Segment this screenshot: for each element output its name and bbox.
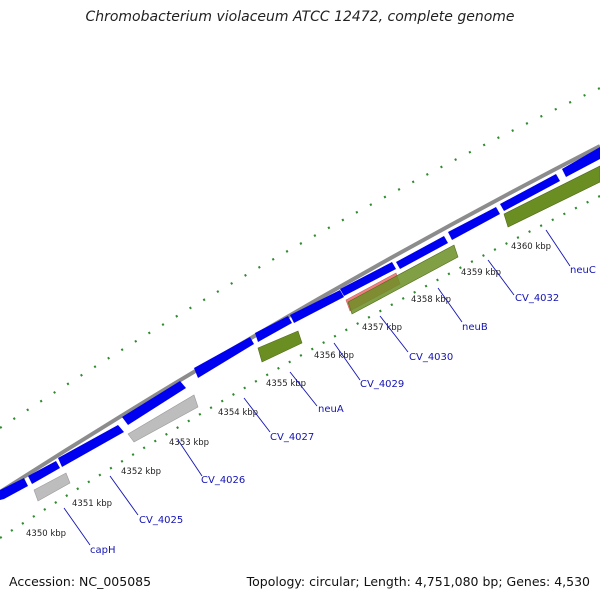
- feature-rna-3[interactable]: [503, 165, 600, 228]
- feature-track: [33, 165, 600, 502]
- kbp-label-4354: 4354 kbp: [218, 408, 258, 418]
- kbp-label-4351: 4351 kbp: [72, 499, 112, 509]
- kbp-label-4359: 4359 kbp: [461, 268, 501, 278]
- forward-gene-6[interactable]: [255, 316, 292, 342]
- feature-rna-1[interactable]: [257, 330, 303, 363]
- genome-summary-text: Topology: circular; Length: 4,751,080 bp…: [246, 574, 590, 589]
- feature-pseudo-1[interactable]: [33, 472, 71, 502]
- forward-gene-3[interactable]: [58, 425, 124, 467]
- forward-gene-2[interactable]: [28, 461, 60, 484]
- gene-label-cv4030[interactable]: CV_4030: [409, 352, 453, 363]
- gene-label-neub[interactable]: neuB: [462, 322, 488, 333]
- map-title: Chromobacterium violaceum ATCC 12472, co…: [85, 9, 515, 25]
- forward-gene-1[interactable]: [0, 478, 28, 500]
- leader-line-cv4030: [379, 315, 409, 353]
- forward-gene-10[interactable]: [448, 207, 500, 240]
- leader-line-cv4027: [243, 397, 271, 433]
- accession-text: Accession: NC_005085: [9, 574, 152, 589]
- gene-label-caph[interactable]: capH: [90, 545, 116, 556]
- forward-gene-8[interactable]: [340, 262, 396, 296]
- forward-gene-4[interactable]: [122, 381, 186, 425]
- leader-line-cv4029: [333, 342, 361, 381]
- feature-pseudo-2[interactable]: [127, 394, 199, 443]
- kbp-label-4350: 4350 kbp: [26, 529, 66, 539]
- forward-gene-9[interactable]: [396, 236, 448, 269]
- kbp-label-4356: 4356 kbp: [314, 351, 354, 361]
- genome-backbone: [0, 144, 600, 494]
- kbp-label-4357: 4357 kbp: [362, 323, 402, 333]
- forward-strand-genes: [0, 147, 600, 500]
- leader-line-cv4032: [487, 259, 515, 296]
- forward-gene-5[interactable]: [194, 337, 254, 378]
- leader-line-neuc: [545, 229, 571, 267]
- kbp-label-4358: 4358 kbp: [411, 295, 451, 305]
- forward-gene-11[interactable]: [500, 174, 560, 211]
- forward-gene-7[interactable]: [290, 290, 344, 323]
- gene-label-neuc[interactable]: neuC: [570, 265, 596, 276]
- feature-rna-2[interactable]: [347, 244, 459, 315]
- inner-scale-ticks: [0, 195, 600, 539]
- leader-line-neua: [289, 371, 318, 407]
- outer-scale-ticks: [0, 87, 600, 429]
- gene-label-cv4032[interactable]: CV_4032: [515, 293, 559, 304]
- leader-line-cv4026: [177, 439, 203, 477]
- leader-line-neub: [437, 287, 463, 323]
- forward-gene-12[interactable]: [562, 147, 600, 177]
- gene-label-cv4029[interactable]: CV_4029: [360, 379, 404, 390]
- gene-label-cv4027[interactable]: CV_4027: [270, 432, 314, 443]
- gene-label-cv4026[interactable]: CV_4026: [201, 475, 245, 486]
- gene-label-neua[interactable]: neuA: [318, 404, 344, 415]
- kbp-scale-labels: 4350 kbp 4351 kbp 4352 kbp 4353 kbp 4354…: [26, 242, 551, 539]
- leader-line-caph: [63, 507, 91, 546]
- kbp-label-4360: 4360 kbp: [511, 242, 551, 252]
- gene-leader-lines: [63, 229, 571, 546]
- gene-label-cv4025[interactable]: CV_4025: [139, 515, 183, 526]
- kbp-label-4353: 4353 kbp: [169, 438, 209, 448]
- gene-labels: capH CV_4025 CV_4026 CV_4027 neuA CV_402…: [90, 265, 596, 556]
- kbp-label-4355: 4355 kbp: [266, 379, 306, 389]
- leader-line-cv4025: [109, 475, 139, 516]
- kbp-label-4352: 4352 kbp: [121, 467, 161, 477]
